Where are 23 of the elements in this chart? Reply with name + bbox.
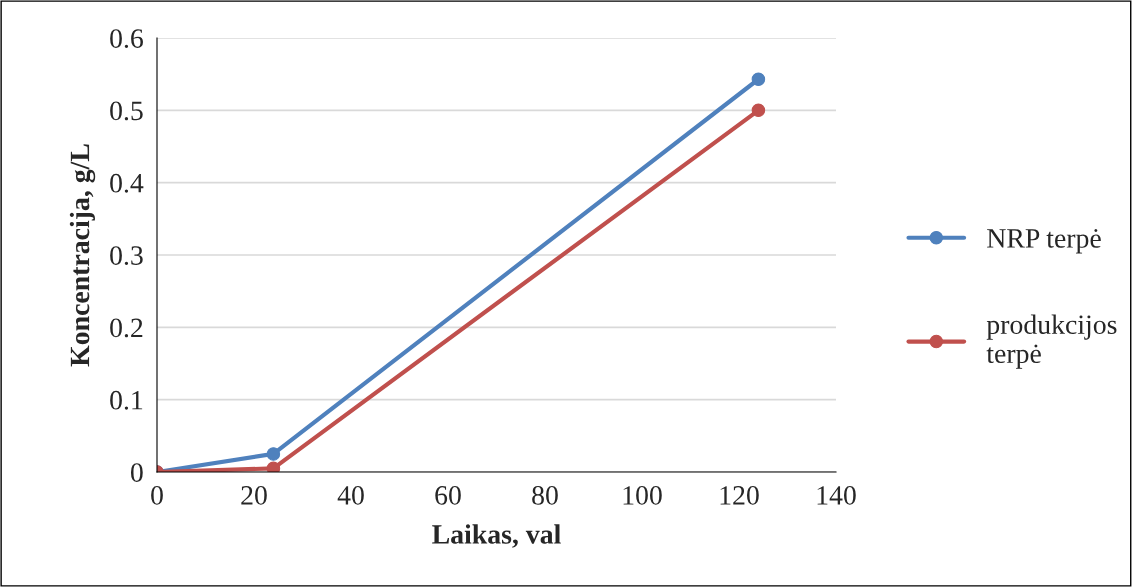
y-axis-title: Koncentracija, g/L [69, 144, 96, 367]
x-tick-label: 80 [532, 486, 558, 505]
x-tick-label: 20 [241, 486, 267, 505]
x-tick-label: 60 [435, 486, 461, 505]
legend-label: NRP terpė [987, 229, 1101, 254]
y-tick-label: 0.5 [110, 101, 143, 121]
y-tick-label: 0.2 [110, 318, 143, 338]
x-tick-label: 140 [817, 486, 856, 505]
point [751, 72, 766, 86]
y-tick-label: 0.4 [110, 173, 144, 193]
y-tick-label: 0.1 [110, 390, 143, 410]
y-tick-label: 0 [130, 463, 143, 482]
y-tick-label: 0.3 [110, 246, 143, 266]
point [266, 461, 281, 472]
legend-label: produkcijos terpė [986, 314, 1117, 369]
x-tick-label: 40 [337, 486, 364, 505]
point [266, 447, 281, 461]
point [751, 103, 766, 118]
x-tick-label: 100 [623, 486, 662, 505]
x-tick-label: 0 [151, 486, 163, 505]
x-axis-title: Laikas, val [432, 524, 561, 548]
y-tick-label: 0.6 [110, 29, 143, 49]
x-tick-label: 120 [720, 486, 759, 505]
